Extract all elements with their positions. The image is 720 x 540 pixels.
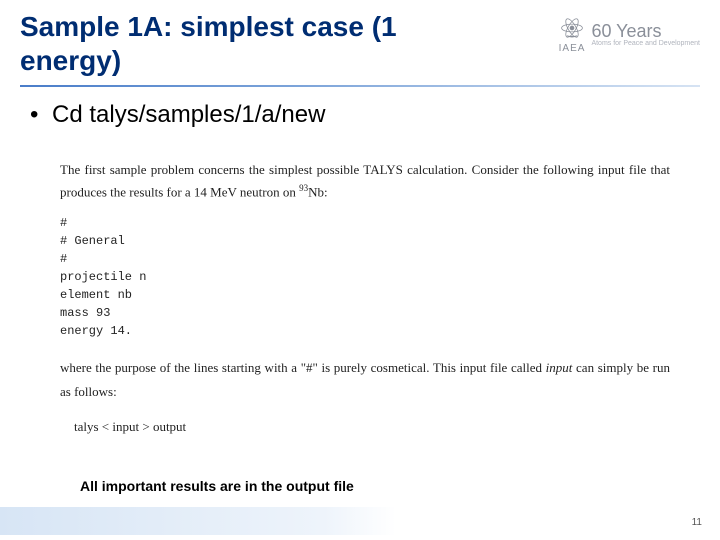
bullet-item: •Cd talys/samples/1/a/new xyxy=(0,101,720,129)
isotope-element: Nb: xyxy=(308,185,328,200)
header: Sample 1A: simplest case (1 energy) IAEA… xyxy=(0,0,720,77)
sixty-years-label: 60 Years xyxy=(591,22,700,40)
para1-text-a: The first sample problem concerns the si… xyxy=(60,162,670,199)
footer-bar xyxy=(0,507,720,535)
header-divider xyxy=(20,85,700,87)
run-command: talys < input > output xyxy=(74,419,670,435)
page-number: 11 xyxy=(692,517,702,528)
input-file-code: # # General # projectile n element nb ma… xyxy=(60,214,670,340)
iaea-label: IAEA xyxy=(559,43,586,54)
sixty-years-block: 60 Years Atoms for Peace and Development xyxy=(591,22,700,47)
atom-icon xyxy=(559,15,585,41)
intro-paragraph: The first sample problem concerns the si… xyxy=(60,159,670,204)
bullet-dot: • xyxy=(30,101,52,129)
bullet-text: Cd talys/samples/1/a/new xyxy=(52,101,325,128)
tagline: Atoms for Peace and Development xyxy=(591,40,700,47)
para2-em: input xyxy=(546,360,573,375)
slide-title: Sample 1A: simplest case (1 energy) xyxy=(20,10,460,77)
explain-paragraph: where the purpose of the lines starting … xyxy=(60,356,670,405)
iaea-logo-area: IAEA 60 Years Atoms for Peace and Develo… xyxy=(559,10,700,54)
iaea-emblem-block: IAEA xyxy=(559,15,586,54)
footer-note: All important results are in the output … xyxy=(80,478,354,494)
body-content: The first sample problem concerns the si… xyxy=(0,159,720,435)
para2-text-a: where the purpose of the lines starting … xyxy=(60,360,546,375)
slide: Sample 1A: simplest case (1 energy) IAEA… xyxy=(0,0,720,540)
isotope-superscript: 93 xyxy=(299,183,308,193)
